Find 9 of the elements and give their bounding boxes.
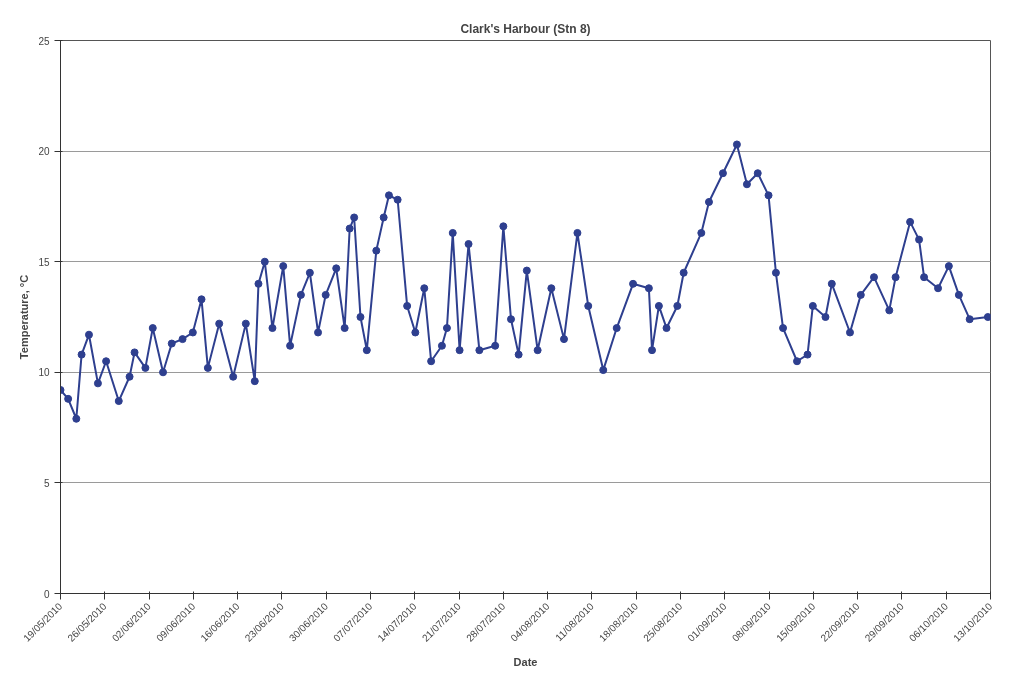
x-axis-title: Date	[513, 655, 538, 668]
chart-title: Clark's Harbour (Stn 8)	[460, 21, 591, 36]
y-tick-label: 5	[43, 477, 50, 489]
y-tick-label: 20	[38, 146, 50, 158]
y-tick-label: 0	[43, 588, 50, 600]
y-tick-label: 25	[38, 35, 50, 47]
y-tick-label: 10	[38, 367, 50, 379]
y-axis-title: Temperature, °C	[18, 274, 31, 360]
y-tick-label: 15	[38, 256, 50, 268]
